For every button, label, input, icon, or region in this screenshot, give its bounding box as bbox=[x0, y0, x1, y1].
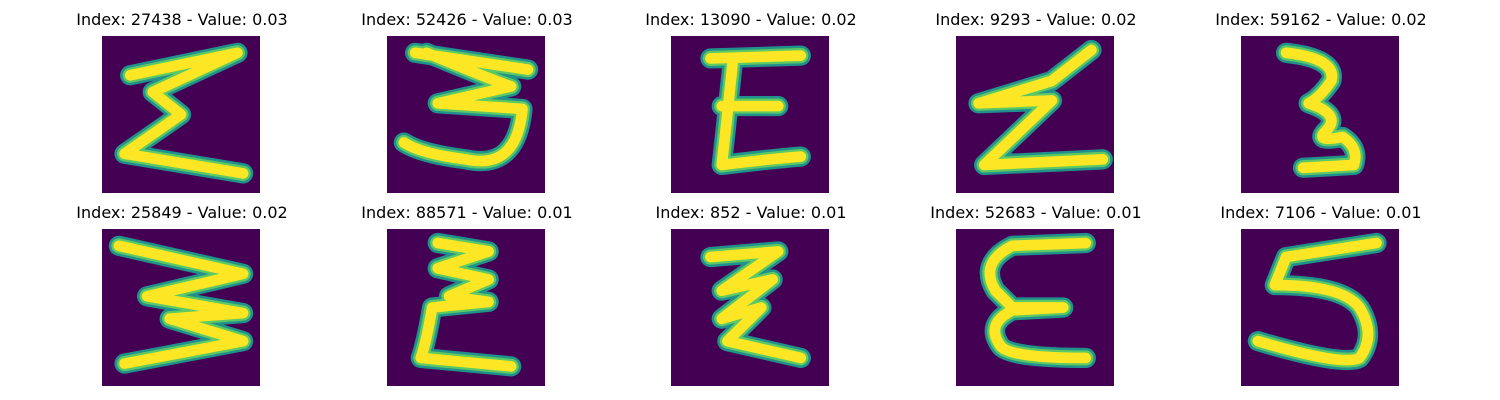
digit-image bbox=[102, 229, 260, 386]
panel-title: Index: 52426 - Value: 0.03 bbox=[361, 10, 573, 29]
digit-image bbox=[102, 36, 260, 193]
digit-image bbox=[671, 229, 829, 386]
digit-image bbox=[387, 36, 545, 193]
panel-title: Index: 7106 - Value: 0.01 bbox=[1220, 203, 1422, 222]
digit-image bbox=[671, 36, 829, 193]
panel-title: Index: 59162 - Value: 0.02 bbox=[1215, 10, 1427, 29]
digit-image bbox=[956, 229, 1114, 386]
digit-image bbox=[956, 36, 1114, 193]
panel-title: Index: 88571 - Value: 0.01 bbox=[361, 203, 573, 222]
panel-title: Index: 9293 - Value: 0.02 bbox=[935, 10, 1137, 29]
panel-title: Index: 13090 - Value: 0.02 bbox=[645, 10, 857, 29]
digit-image bbox=[1241, 229, 1399, 386]
digit-image bbox=[387, 229, 545, 386]
digit-image bbox=[1241, 36, 1399, 193]
panel-title: Index: 52683 - Value: 0.01 bbox=[930, 203, 1142, 222]
panel-title: Index: 27438 - Value: 0.03 bbox=[76, 10, 288, 29]
panel-title: Index: 25849 - Value: 0.02 bbox=[76, 203, 288, 222]
panel-title: Index: 852 - Value: 0.01 bbox=[655, 203, 847, 222]
